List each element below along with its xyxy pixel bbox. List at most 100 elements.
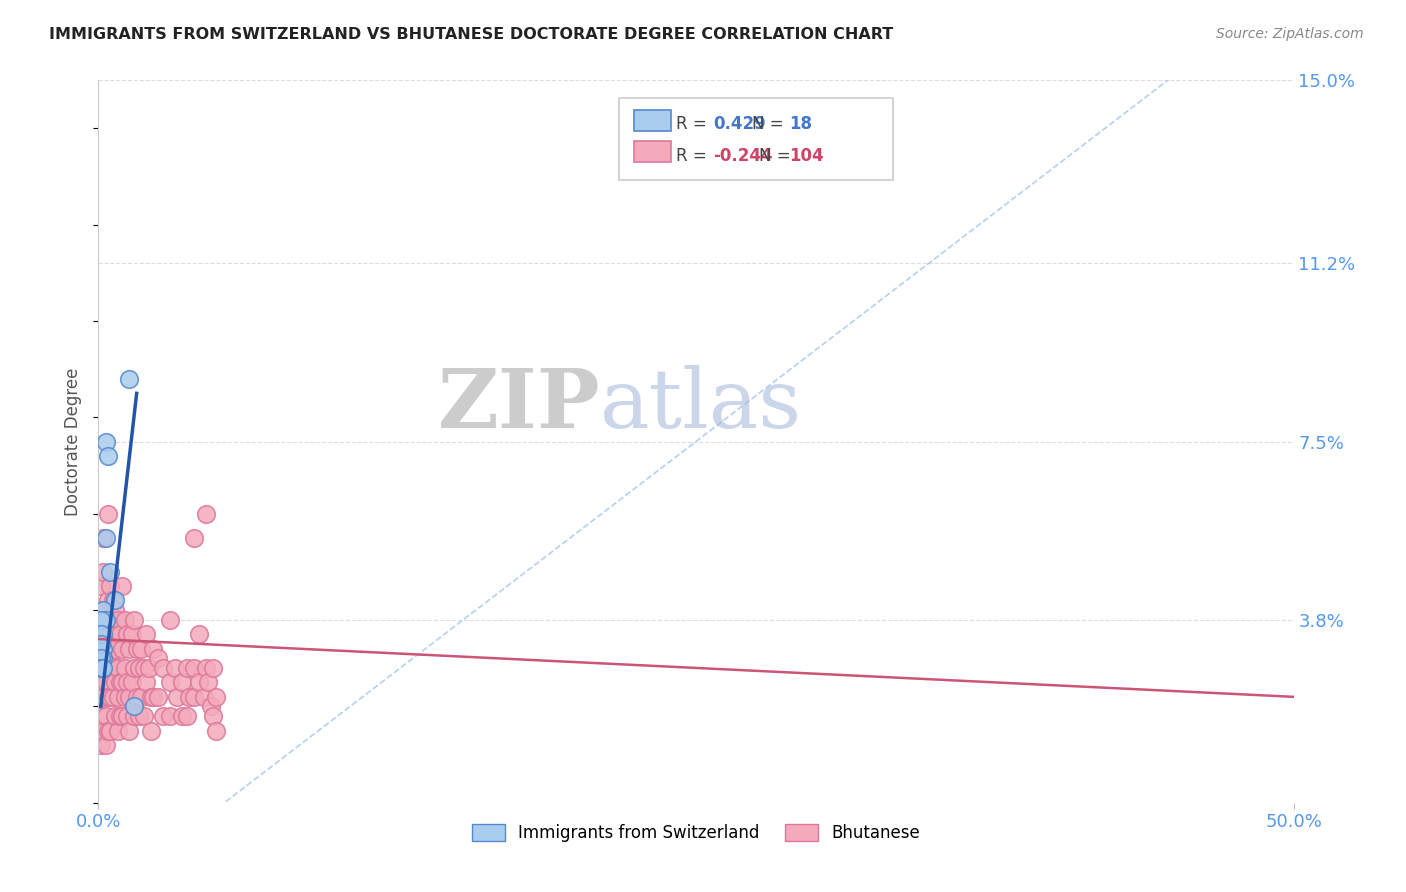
- Point: [91, 531, 114, 545]
- Point: [152, 709, 174, 723]
- Point: [104, 709, 127, 723]
- Point: [104, 593, 127, 607]
- Point: [118, 690, 141, 704]
- Point: [159, 709, 181, 723]
- Point: [94, 531, 117, 545]
- Point: [101, 661, 124, 675]
- Point: [107, 661, 129, 675]
- Point: [142, 690, 165, 704]
- Point: [114, 690, 136, 704]
- Point: [142, 641, 165, 656]
- Point: [166, 690, 188, 704]
- Point: [114, 613, 136, 627]
- Point: [204, 690, 226, 704]
- Point: [204, 723, 226, 738]
- Point: [97, 661, 120, 675]
- Point: [94, 738, 117, 752]
- Point: [118, 723, 141, 738]
- Point: [121, 675, 143, 690]
- Point: [91, 641, 114, 656]
- Point: [135, 675, 157, 690]
- Point: [90, 613, 112, 627]
- Point: [187, 675, 209, 690]
- Point: [111, 579, 134, 593]
- Point: [97, 723, 120, 738]
- Point: [101, 690, 124, 704]
- Point: [98, 690, 122, 704]
- Point: [98, 565, 122, 579]
- Point: [108, 627, 131, 641]
- Point: [139, 690, 162, 704]
- Text: IMMIGRANTS FROM SWITZERLAND VS BHUTANESE DOCTORATE DEGREE CORRELATION CHART: IMMIGRANTS FROM SWITZERLAND VS BHUTANESE…: [49, 27, 893, 42]
- Point: [148, 690, 170, 704]
- Point: [101, 593, 124, 607]
- Point: [94, 675, 117, 690]
- Point: [90, 627, 112, 641]
- Point: [111, 709, 134, 723]
- Text: ZIP: ZIP: [437, 366, 600, 445]
- Point: [176, 661, 198, 675]
- Point: [115, 675, 138, 690]
- Point: [90, 637, 112, 651]
- Point: [91, 690, 114, 704]
- Point: [91, 627, 114, 641]
- Point: [114, 661, 136, 675]
- Point: [91, 661, 114, 675]
- Point: [135, 627, 157, 641]
- Point: [124, 661, 146, 675]
- Point: [90, 613, 112, 627]
- Point: [176, 709, 198, 723]
- Point: [115, 709, 138, 723]
- Point: [98, 579, 122, 593]
- Point: [124, 699, 146, 714]
- Point: [121, 627, 143, 641]
- Point: [91, 661, 114, 675]
- Point: [131, 641, 153, 656]
- Point: [152, 661, 174, 675]
- Point: [187, 627, 209, 641]
- Point: [94, 709, 117, 723]
- Point: [138, 661, 160, 675]
- Point: [195, 507, 218, 521]
- Point: [195, 661, 218, 675]
- Point: [104, 641, 127, 656]
- Point: [90, 709, 112, 723]
- Point: [97, 593, 120, 607]
- Point: [91, 627, 114, 641]
- Point: [98, 723, 122, 738]
- Point: [202, 709, 225, 723]
- Text: R =: R =: [676, 147, 713, 165]
- Point: [91, 651, 114, 665]
- Point: [94, 613, 117, 627]
- Text: N =: N =: [759, 147, 796, 165]
- Point: [115, 627, 138, 641]
- Point: [91, 603, 114, 617]
- Point: [107, 723, 129, 738]
- Point: [183, 661, 205, 675]
- Point: [183, 690, 205, 704]
- Point: [90, 738, 112, 752]
- Point: [101, 627, 124, 641]
- Point: [124, 613, 146, 627]
- Point: [91, 603, 114, 617]
- Point: [125, 641, 148, 656]
- Point: [91, 565, 114, 579]
- Point: [183, 531, 205, 545]
- Point: [104, 603, 127, 617]
- Point: [200, 699, 222, 714]
- Point: [90, 579, 112, 593]
- Point: [172, 675, 194, 690]
- Text: -0.244: -0.244: [713, 147, 772, 165]
- Point: [107, 690, 129, 704]
- Point: [125, 690, 148, 704]
- Text: R =: R =: [676, 115, 713, 133]
- Point: [131, 690, 153, 704]
- Point: [193, 690, 215, 704]
- Point: [128, 709, 150, 723]
- Point: [104, 675, 127, 690]
- Point: [97, 627, 120, 641]
- Point: [91, 723, 114, 738]
- Point: [132, 709, 155, 723]
- Point: [202, 661, 225, 675]
- Point: [108, 675, 131, 690]
